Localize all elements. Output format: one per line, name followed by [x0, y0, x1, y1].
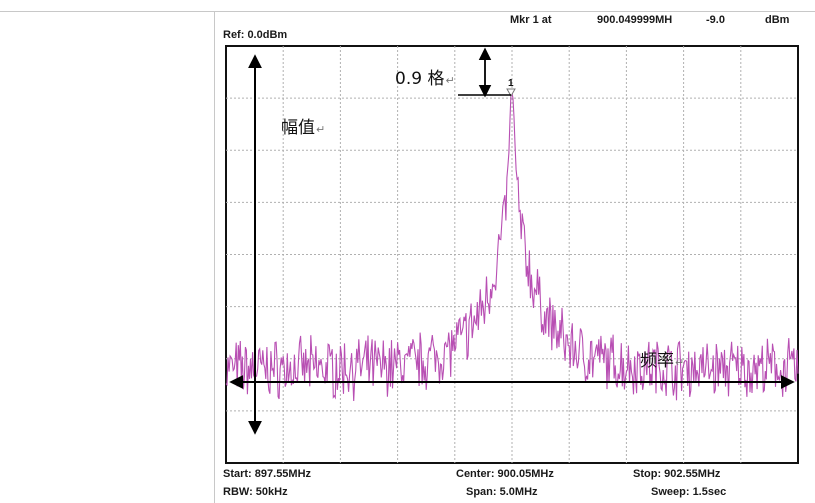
frequency-annotation: 频率↵	[640, 351, 685, 371]
marker-number: 1	[508, 78, 514, 89]
start-frequency: Start: 897.55MHz	[223, 468, 312, 480]
span-value: Span: 5.0MHz	[466, 486, 538, 498]
marker-label: Mkr 1 at	[510, 14, 552, 26]
stop-frequency: Stop: 902.55MHz	[633, 468, 721, 480]
left-divider	[214, 11, 215, 503]
unit-label: dBm	[765, 14, 790, 26]
marker-1-icon	[506, 88, 516, 98]
rbw-value: RBW: 50kHz	[223, 486, 288, 498]
amplitude-annotation: 幅值↵	[281, 118, 326, 138]
marker-level: -9.0	[706, 14, 725, 26]
marker-frequency: 900.049999MH	[597, 14, 673, 26]
ref-level: Ref: 0.0dBm	[223, 29, 288, 41]
top-divider	[0, 11, 815, 12]
offset-annotation: 0.9 格↵	[395, 69, 455, 89]
sweep-value: Sweep: 1.5sec	[651, 486, 727, 498]
center-frequency: Center: 900.05MHz	[456, 468, 554, 480]
